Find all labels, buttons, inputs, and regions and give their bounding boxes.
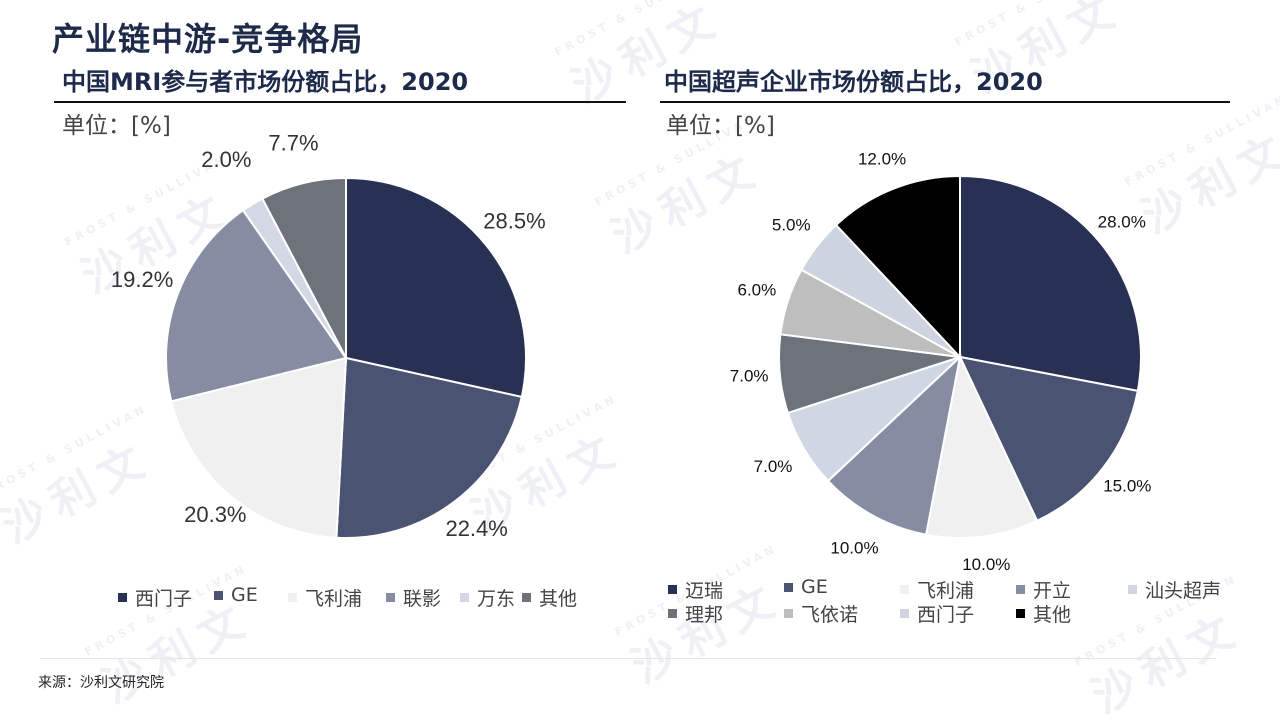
legend-swatch xyxy=(668,609,677,618)
slice-siemens xyxy=(345,176,527,399)
legend-label: 其他 xyxy=(539,588,578,610)
legend-label: 飞依诺 xyxy=(801,604,859,626)
source-note: 来源：沙利文研究院 xyxy=(38,675,164,691)
legend-item: 飞利浦 xyxy=(900,576,974,603)
legend-item: GE xyxy=(784,576,828,598)
legend-swatch xyxy=(118,593,127,602)
slice-others xyxy=(834,174,961,360)
legend-label: 汕头超声 xyxy=(1145,580,1222,602)
legend-label: 西门子 xyxy=(917,604,975,626)
slice-philips xyxy=(924,353,1039,539)
slice-value-label: 10.0% xyxy=(830,538,878,557)
slice-philips xyxy=(170,356,348,539)
ultrasound-chart-title: 中国超声企业市场份额占比，2020 xyxy=(660,62,1230,103)
slice-united-imaging xyxy=(165,208,348,403)
slice-value-label: 5.0% xyxy=(772,216,811,235)
mri-legend: 西门子 GE 飞利浦 联影 万东 其他 xyxy=(118,584,618,614)
slice-value-label: 19.2% xyxy=(111,267,173,292)
legend-swatch xyxy=(522,593,531,602)
slice-ge xyxy=(335,356,523,539)
slice-value-label: 7.0% xyxy=(730,366,769,385)
legend-swatch xyxy=(900,609,909,618)
legend-swatch xyxy=(784,609,793,618)
slice-value-label: 7.0% xyxy=(754,457,793,476)
legend-item: 其他 xyxy=(1016,600,1071,627)
footer-divider xyxy=(40,658,1216,659)
slice-value-label: 10.0% xyxy=(962,555,1010,574)
legend-swatch xyxy=(784,582,793,592)
slice-value-label: 7.7% xyxy=(268,131,318,156)
legend-swatch xyxy=(1016,585,1025,594)
slice-value-label: 6.0% xyxy=(737,280,776,299)
mri-pie-chart: 28.5% 22.4% 20.3% 19.2% 2.0% 7.7% xyxy=(111,131,546,541)
legend-swatch xyxy=(460,593,469,602)
legend-item: 开立 xyxy=(1016,576,1071,603)
legend-item: 西门子 xyxy=(900,600,974,627)
mri-unit-label: 单位：[%] xyxy=(62,113,171,139)
ultrasound-pie-chart: 28.0% 15.0% 10.0% 10.0% 7.0% 7.0% 6.0% 5.0% 12.0… xyxy=(730,150,1152,574)
legend-item: 联影 xyxy=(386,584,441,611)
legend-swatch xyxy=(668,585,677,594)
legend-item: GE xyxy=(214,584,258,606)
legend-label: 开立 xyxy=(1033,580,1072,602)
legend-swatch xyxy=(386,593,395,602)
legend-label: 飞利浦 xyxy=(917,580,975,602)
legend-swatch xyxy=(288,593,297,602)
slice-value-label: 22.4% xyxy=(445,516,507,541)
legend-label: GE xyxy=(231,584,258,606)
slice-value-label: 12.0% xyxy=(858,150,906,169)
page-title: 产业链中游-竞争格局 xyxy=(52,20,364,58)
legend-label: 西门子 xyxy=(135,588,193,610)
legend-swatch xyxy=(1016,609,1025,618)
slice-value-label: 28.5% xyxy=(483,209,545,234)
slice-value-label: 20.3% xyxy=(184,502,246,527)
legend-label: 飞利浦 xyxy=(305,588,363,610)
legend-item: 西门子 xyxy=(118,584,192,611)
legend-label: 联影 xyxy=(403,588,442,610)
legend-swatch xyxy=(900,585,909,594)
slice-mindray xyxy=(959,174,1142,393)
slice-value-label: 28.0% xyxy=(1098,213,1146,232)
mri-chart-title: 中国MRI参与者市场份额占比，2020 xyxy=(54,62,626,103)
ultrasound-legend: 迈瑞 GE 飞利浦 开立 汕头超声理邦 飞依诺 西门子 其他 xyxy=(668,576,1248,628)
ultrasound-unit-label: 单位：[%] xyxy=(666,113,775,139)
legend-item: 其他 xyxy=(522,584,577,611)
slice-others xyxy=(260,176,347,359)
slice-ge xyxy=(958,355,1139,523)
legend-item: 万东 xyxy=(460,584,515,611)
legend-item: 汕头超声 xyxy=(1128,576,1221,603)
slice-sonoscape xyxy=(826,354,962,536)
legend-label: 万东 xyxy=(477,588,516,610)
legend-item: 飞依诺 xyxy=(784,600,858,627)
legend-item: 迈瑞 xyxy=(668,576,723,603)
legend-swatch xyxy=(1128,585,1137,594)
legend-item: 理邦 xyxy=(668,600,723,627)
legend-label: 其他 xyxy=(1033,604,1072,626)
legend-label: 迈瑞 xyxy=(685,580,724,602)
legend-swatch xyxy=(214,590,223,600)
legend-item: 飞利浦 xyxy=(288,584,362,611)
legend-label: 理邦 xyxy=(685,604,724,626)
slice-value-label: 15.0% xyxy=(1103,476,1151,495)
slice-value-label: 2.0% xyxy=(201,147,251,172)
legend-label: GE xyxy=(801,576,828,598)
